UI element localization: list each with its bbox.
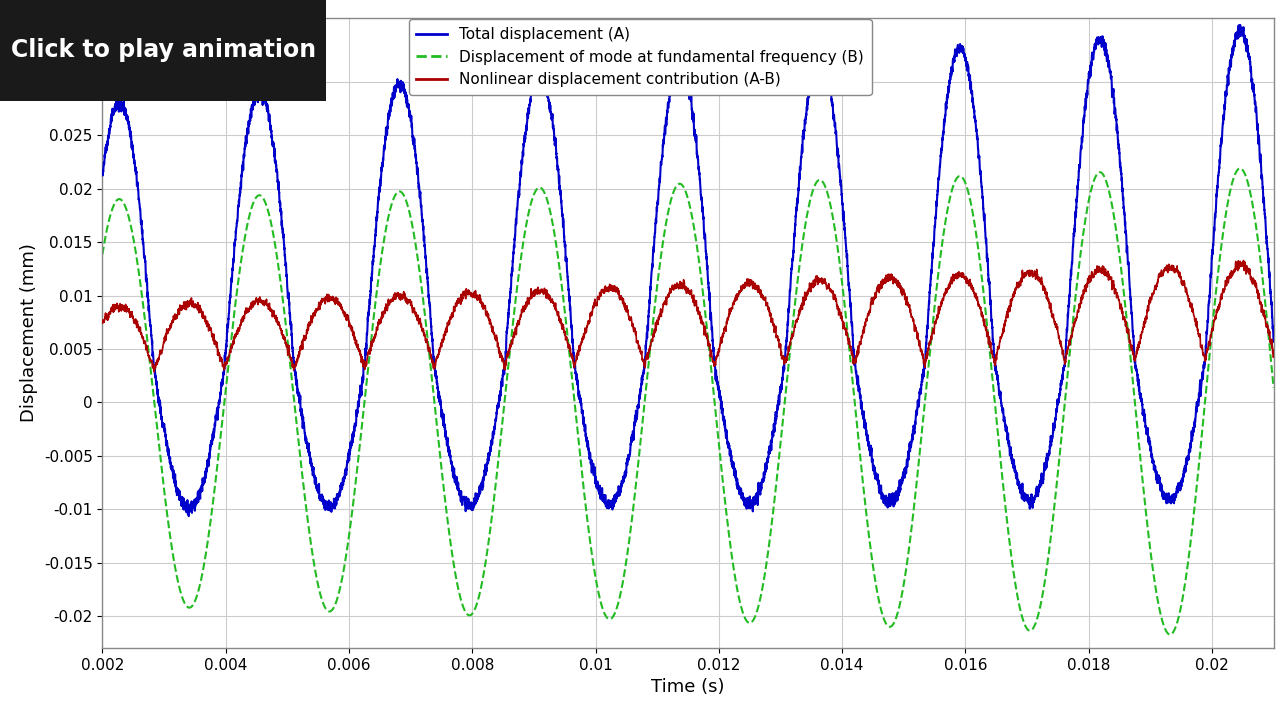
X-axis label: Time (s): Time (s) [652,678,724,696]
Legend: Total displacement (A), Displacement of mode at fundamental frequency (B), Nonli: Total displacement (A), Displacement of … [408,19,872,95]
FancyBboxPatch shape [0,0,349,104]
Y-axis label: Displacement (mm): Displacement (mm) [20,243,38,423]
Text: Click to play animation: Click to play animation [10,38,316,63]
